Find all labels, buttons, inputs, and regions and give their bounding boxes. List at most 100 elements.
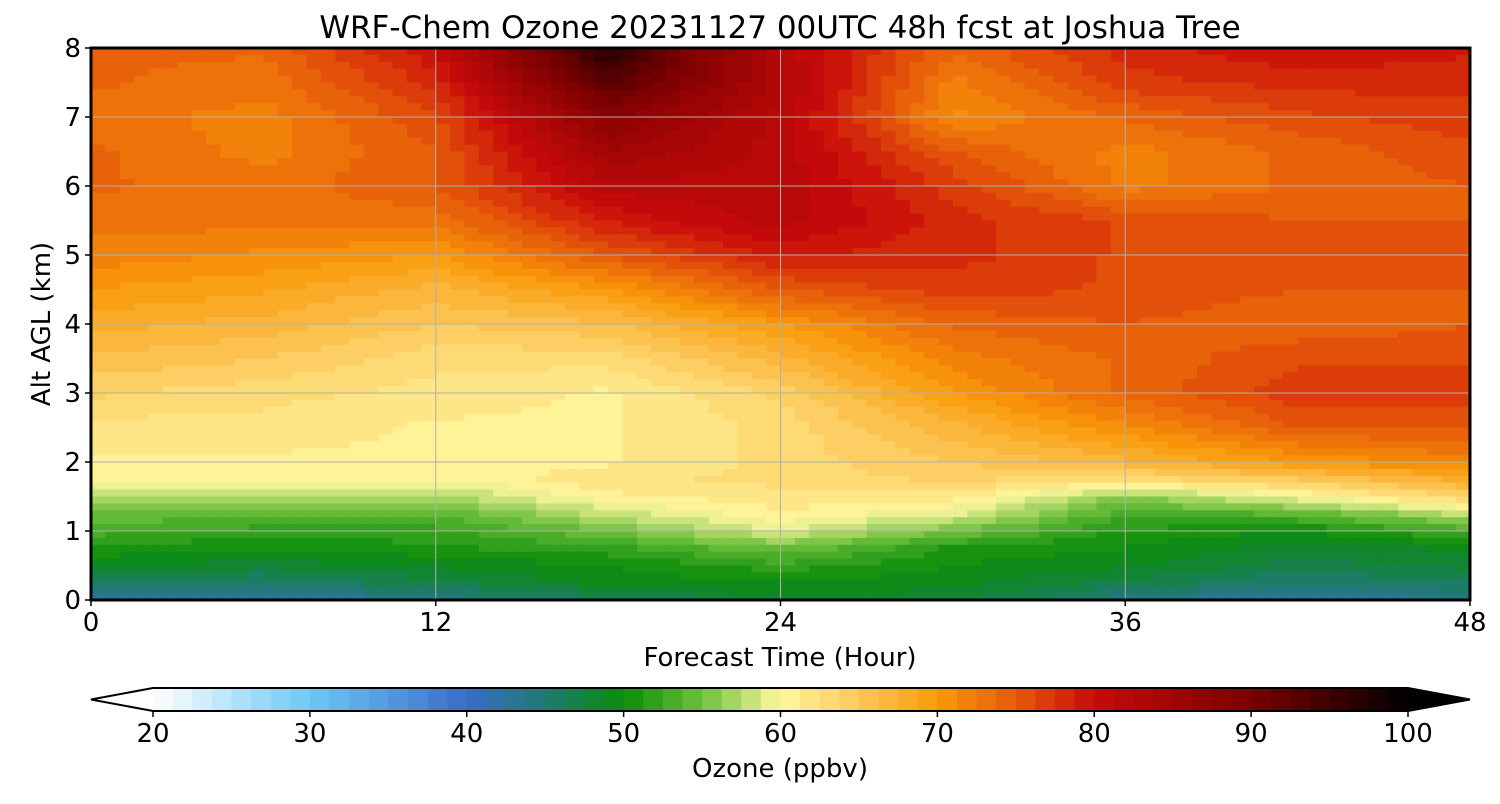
heatmap-cell [593,117,609,125]
heatmap-cell [809,399,825,408]
heatmap-cell [837,248,853,256]
heatmap-cell [507,48,523,56]
heatmap-cell [837,227,853,235]
heatmap-cell [148,82,164,90]
heatmap-cell [521,206,537,215]
heatmap-cell [651,192,667,201]
heatmap-cell [665,241,681,249]
heatmap-cell [292,110,308,118]
heatmap-cell [1326,54,1342,63]
heatmap-cell [349,117,365,125]
heatmap-cell [924,296,940,304]
heatmap-cell [995,268,1011,277]
heatmap-cell [1383,213,1399,222]
heatmap-cell [708,310,724,318]
heatmap-cell [205,158,221,166]
heatmap-cell [766,255,782,263]
heatmap-cell [1010,337,1026,346]
heatmap-cell [1182,123,1198,132]
heatmap-cell [938,130,954,139]
heatmap-cell [924,68,940,77]
heatmap-cell [1139,48,1155,56]
heatmap-cell [823,158,839,166]
heatmap-cell [895,82,911,90]
heatmap-cell [378,289,394,297]
heatmap-cell [1240,186,1256,194]
heatmap-cell [565,82,580,90]
heatmap-cell [636,324,652,332]
heatmap-cell [1311,399,1327,408]
heatmap-cell [1096,337,1112,346]
heatmap-cell [205,393,221,401]
heatmap-cell [249,330,264,339]
heatmap-cell [277,82,293,90]
heatmap-cell [1412,137,1428,146]
heatmap-cell [306,261,322,270]
heatmap-cell [493,268,509,277]
heatmap-cell [1369,303,1385,311]
heatmap-cell [450,399,466,408]
heatmap-cell [1153,130,1169,139]
heatmap-cell [751,317,767,325]
heatmap-cell [909,172,925,180]
heatmap-cell [1197,144,1213,153]
heatmap-cell [435,123,451,132]
heatmap-cell [464,75,480,84]
heatmap-cell [837,151,853,159]
heatmap-cell [737,372,753,380]
heatmap-cell [1340,282,1356,291]
heatmap-cell [119,241,135,249]
heatmap-cell [1254,192,1270,201]
heatmap-cell [421,158,437,166]
heatmap-cell [1024,75,1040,84]
heatmap-cell [952,96,968,104]
heatmap-cell [995,213,1011,222]
heatmap-cell [1067,110,1083,118]
heatmap-cell [105,393,121,401]
heatmap-cell [679,310,695,318]
heatmap-cell [148,123,164,132]
heatmap-cell [1010,158,1026,166]
heatmap-cell [981,172,997,180]
heatmap-cell [407,68,422,77]
heatmap-cell [1369,317,1385,325]
heatmap-cell [852,206,868,215]
heatmap-cell [450,324,466,332]
heatmap-cell [1125,206,1141,215]
heatmap-cell [694,365,710,373]
heatmap-cell [177,179,193,187]
heatmap-cell [220,261,236,270]
heatmap-cell [1139,213,1155,222]
heatmap-cell [1110,275,1126,284]
heatmap-cell [1254,241,1270,249]
heatmap-cell [1355,151,1371,159]
heatmap-cell [1441,192,1457,201]
heatmap-cell [608,158,624,166]
heatmap-cell [191,75,207,84]
heatmap-cell [1067,330,1083,339]
heatmap-cell [363,151,379,159]
heatmap-cell [1082,151,1098,159]
heatmap-cell [1039,213,1055,222]
heatmap-cell [1412,144,1428,153]
heatmap-cell [435,372,451,380]
heatmap-cell [981,137,997,146]
heatmap-cell [708,261,724,270]
heatmap-cell [895,303,911,311]
heatmap-cell [1355,372,1371,380]
heatmap-cell [220,310,236,318]
heatmap-cell [665,275,681,284]
heatmap-cell [177,158,193,166]
heatmap-cell [378,54,394,63]
heatmap-cell [234,82,250,90]
heatmap-cell [809,296,825,304]
heatmap-cell [550,372,566,380]
heatmap-cell [766,393,782,401]
heatmap-cell [493,68,509,77]
heatmap-cell [794,199,810,208]
heatmap-cell [593,399,609,408]
heatmap-cell [794,255,810,263]
heatmap-cell [1412,123,1428,132]
heatmap-cell [1283,296,1299,304]
heatmap-cell [536,61,552,70]
